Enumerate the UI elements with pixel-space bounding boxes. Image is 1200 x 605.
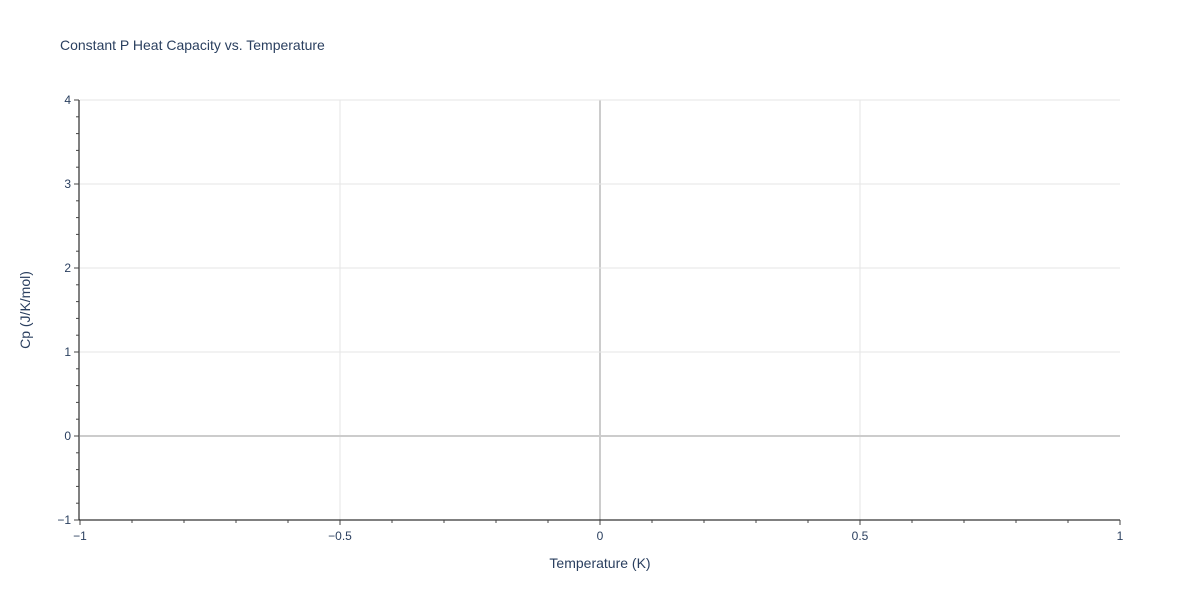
chart-title: Constant P Heat Capacity vs. Temperature <box>60 37 325 53</box>
y-tick-label: 3 <box>64 177 71 191</box>
y-axis-label: Cp (J/K/mol) <box>17 271 33 349</box>
y-tick-label: −1 <box>57 513 71 527</box>
x-tick-label: 1 <box>1117 529 1124 543</box>
x-tick-label: −1 <box>73 529 87 543</box>
y-tick-label: 4 <box>64 93 71 107</box>
x-tick-label: 0.5 <box>852 529 869 543</box>
gridlines <box>80 99 1120 520</box>
x-tick-label: 0 <box>597 529 604 543</box>
x-axis-label: Temperature (K) <box>549 555 650 571</box>
y-tick-label: 0 <box>64 429 71 443</box>
axes: −1 −0.5 0 0.5 1 −1 0 1 2 3 4 <box>57 93 1123 543</box>
y-tick-label: 2 <box>64 261 71 275</box>
x-tick-label: −0.5 <box>328 529 352 543</box>
y-tick-label: 1 <box>64 345 71 359</box>
